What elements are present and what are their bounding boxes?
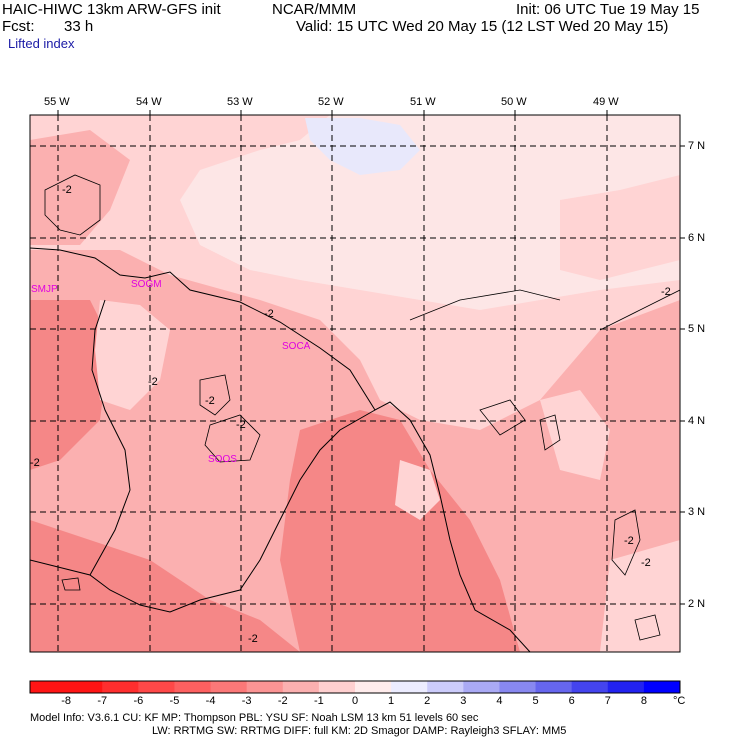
colorbar (30, 681, 681, 693)
colorbar-tick-label: -5 (169, 695, 180, 707)
contour-label: -2 (205, 395, 215, 407)
colorbar-tick-label: -3 (241, 695, 252, 707)
border-west (89, 299, 131, 576)
colorbar-tick-label: -8 (61, 695, 71, 707)
colorbar-tick-label: 8 (640, 695, 647, 707)
valid-time: Valid: 15 UTC Wed 20 May 15 (12 LST Wed … (296, 18, 669, 35)
model-info-line1: Model Info: V3.6.1 CU: KF MP: Thompson P… (30, 712, 479, 724)
colorbar-swatch (499, 681, 537, 693)
pale-patch-coast (540, 390, 610, 480)
colorbar-unit: °C (673, 695, 686, 707)
lat-label-4n: 4 N (688, 415, 706, 427)
lat-label-3n: 3 N (688, 506, 706, 518)
lon-label-49w: 49 W (593, 96, 619, 108)
init-time: Init: 06 UTC Tue 19 May 15 (516, 1, 700, 18)
lat-label-6n: 6 N (688, 232, 706, 244)
colorbar-tick-label: -6 (133, 695, 144, 707)
lat-label-2n: 2 N (688, 598, 706, 610)
station-soos: SOOS (208, 454, 237, 465)
colorbar-tick-label: 4 (496, 695, 503, 707)
lat-label-5n: 5 N (688, 323, 706, 335)
map-frame (29, 114, 681, 653)
lon-label-53w: 53 W (227, 96, 253, 108)
lon-label-55w: 55 W (44, 96, 70, 108)
forecast-label: Fcst: (2, 18, 35, 35)
colorbar-frame (29, 680, 681, 694)
colorbar-tick-label: -4 (205, 695, 216, 707)
pale-patch-guiana (95, 300, 170, 410)
colorbar-tick-label: 3 (460, 695, 467, 707)
colorbar-swatch (246, 681, 284, 693)
colorbar-swatch (102, 681, 139, 693)
colorbar-tick-label: 5 (532, 695, 539, 707)
contour-label: -2 (661, 286, 671, 298)
station-soca: SOCA (282, 341, 311, 352)
colorbar-tick-label: 2 (424, 695, 431, 707)
lat-label-7n: 7 N (688, 140, 706, 152)
colorbar-swatch (571, 681, 609, 693)
contour-layer (44, 174, 680, 641)
contour-label: -2 (236, 419, 246, 431)
colorbar-swatch (643, 681, 681, 693)
forecast-hour: 33 h (64, 18, 94, 35)
map-fill-layer (30, 115, 680, 652)
station-labels: SMJP SOCA SOOS SOGM (31, 279, 311, 465)
strong-region-interior (280, 410, 520, 652)
border-east (30, 409, 376, 613)
colorbar-tick-label: 6 (568, 695, 575, 707)
colorbar-swatch (66, 681, 103, 693)
coastline (30, 247, 531, 652)
colorbar-tick-label: 0 (351, 695, 359, 707)
graticule (30, 115, 680, 652)
lon-label-51w: 51 W (410, 96, 436, 108)
contour-label: -2 (248, 633, 258, 645)
lon-label-50w: 50 W (501, 96, 527, 108)
colorbar-tick-label: -2 (277, 695, 288, 707)
colorbar-swatch (30, 681, 67, 693)
contour-label: -2 (624, 535, 634, 547)
contour-label: -2 (641, 557, 651, 569)
org-label: NCAR/MMM (272, 1, 357, 18)
lon-label-52w: 52 W (318, 96, 344, 108)
colorbar-swatch (318, 681, 356, 693)
contour-label: -2 (264, 308, 274, 320)
mid-region-northwest (30, 130, 130, 245)
colorbar-swatch (355, 681, 392, 693)
colorbar-swatch (282, 681, 320, 693)
colorbar-tick-label: 7 (604, 695, 611, 707)
colorbar-swatch (607, 681, 645, 693)
frame-ticks (57, 110, 685, 605)
field-name: Lifted index (8, 36, 75, 51)
contour-label: -2 (62, 184, 72, 196)
colorbar-swatch (427, 681, 464, 693)
pale-patch-southeast (600, 540, 680, 652)
right-pale-band (560, 175, 680, 280)
model-title: HAIC-HIWC 13km ARW-GFS init (2, 1, 221, 18)
pale-patch-east (395, 460, 440, 520)
strong-region-south (30, 520, 300, 652)
coastline-layer (30, 247, 531, 652)
station-sogm: SOGM (131, 279, 162, 290)
strong-region-west (30, 300, 110, 470)
colorbar-tick-label: -1 (313, 695, 324, 707)
colorbar-swatch (138, 681, 175, 693)
colorbar-swatch (210, 681, 248, 693)
contour-label: -2 (30, 457, 40, 469)
colorbar-swatch (463, 681, 500, 693)
contour-label: -2 (148, 376, 158, 388)
colorbar-swatch (391, 681, 428, 693)
colorbar-swatch (535, 681, 573, 693)
station-smjp: SMJP (31, 284, 58, 295)
lon-label-54w: 54 W (136, 96, 162, 108)
colorbar-tick-label: -7 (97, 695, 108, 707)
contour-labels: -2 -2 -2 -2 -2 -2 -2 -2 -2 -2 (30, 184, 671, 645)
colorbar-tick-label: 1 (388, 695, 395, 707)
model-info-line2: LW: RRTMG SW: RRTMG DIFF: full KM: 2D Sm… (152, 725, 567, 737)
colorbar-swatch (174, 681, 212, 693)
